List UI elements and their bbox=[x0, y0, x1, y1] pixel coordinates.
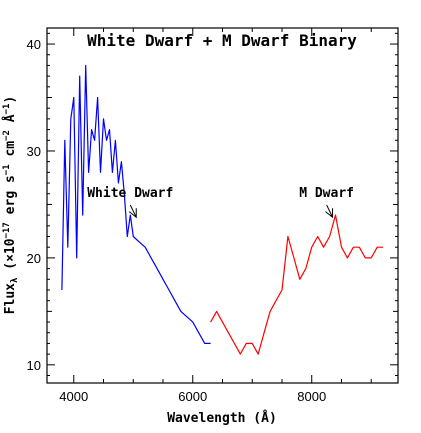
y-axis-label: Fluxλ (×10−17 erg s−1 cm−2 Å−1) bbox=[2, 96, 20, 315]
spectrum-series bbox=[61, 64, 384, 355]
x-axis-label: Wavelength (Å) bbox=[167, 410, 277, 426]
annotation-arrowhead bbox=[128, 208, 137, 219]
plot-frame bbox=[46, 27, 399, 384]
y-tick-label: 40 bbox=[27, 37, 41, 52]
spectrum-line-0 bbox=[61, 64, 211, 344]
y-tick-label: 30 bbox=[27, 144, 41, 159]
annotation-arrow bbox=[129, 204, 137, 218]
spectrum-line-1 bbox=[210, 214, 384, 355]
axis-ticks: 4000 6000 8000 10 20 30 40 bbox=[27, 28, 398, 404]
annotation-label: White Dwarf bbox=[87, 186, 173, 201]
x-tick-label: 6000 bbox=[178, 389, 207, 404]
annotations: White Dwarf M Dwarf bbox=[87, 186, 354, 219]
annotation-label: M Dwarf bbox=[299, 186, 354, 201]
y-tick-label: 10 bbox=[27, 358, 41, 373]
annotation-arrow bbox=[326, 204, 334, 218]
chart-title: White Dwarf + M Dwarf Binary bbox=[87, 31, 357, 50]
x-tick-label: 4000 bbox=[59, 389, 88, 404]
annotation-arrowhead bbox=[325, 208, 334, 219]
x-tick-label: 8000 bbox=[297, 389, 326, 404]
y-tick-label: 20 bbox=[27, 251, 41, 266]
